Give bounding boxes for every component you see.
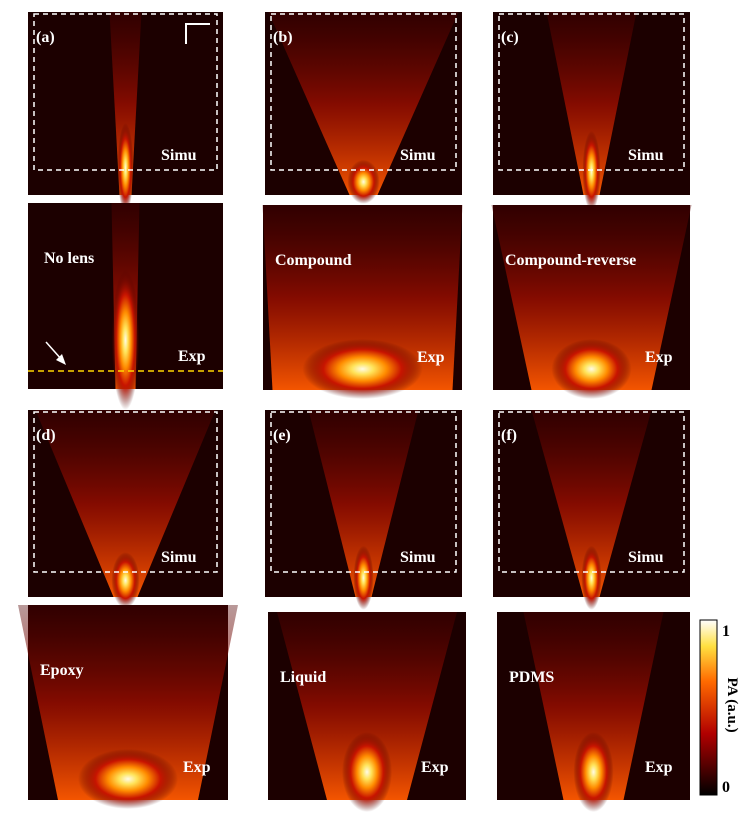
lens-name: PDMS — [509, 669, 554, 686]
hotspot — [573, 732, 614, 812]
lens-name: No lens — [44, 250, 94, 267]
dashed-box — [270, 411, 457, 573]
beam — [523, 612, 664, 800]
panel-label: (e) — [273, 427, 291, 444]
hotspot — [117, 123, 134, 213]
beam — [262, 205, 463, 390]
dashed-box — [270, 13, 457, 171]
hotspot — [347, 159, 380, 204]
dashed-box — [498, 13, 685, 171]
beam — [491, 205, 692, 390]
beam — [18, 605, 238, 800]
simu-label: Simu — [161, 549, 197, 566]
hotspot — [111, 270, 140, 410]
hotspot — [551, 339, 632, 399]
beam — [109, 12, 142, 195]
dashed-box — [33, 13, 218, 171]
hotspot — [342, 732, 392, 812]
dashed-box — [498, 411, 685, 573]
beam — [308, 410, 419, 597]
hotspot — [302, 339, 423, 399]
hotspot — [111, 552, 140, 609]
arrow-head — [56, 354, 66, 365]
lens-name: Liquid — [280, 669, 326, 686]
exp-label: Exp — [417, 349, 445, 366]
exp-label: Exp — [178, 348, 206, 365]
beam — [531, 410, 652, 597]
beam — [268, 12, 459, 195]
colorbar — [699, 619, 718, 796]
hotspot — [581, 545, 602, 610]
lens-name: Compound-reverse — [505, 252, 636, 269]
scale-bar — [185, 23, 210, 44]
beam — [35, 410, 216, 597]
beam — [546, 12, 637, 195]
panel-label: (f) — [501, 427, 517, 444]
colorbar-max: 1 — [722, 623, 730, 640]
dashed-box — [33, 411, 218, 573]
exp-label: Exp — [421, 759, 449, 776]
simu-label: Simu — [400, 147, 436, 164]
hotspot — [353, 545, 374, 610]
lens-name: Compound — [275, 252, 352, 269]
exp-label: Exp — [183, 759, 211, 776]
panel-label: (c) — [501, 29, 519, 46]
lens-name: Epoxy — [40, 662, 84, 679]
beam — [277, 612, 457, 800]
panel-label: (b) — [273, 29, 293, 46]
exp-label: Exp — [645, 349, 673, 366]
hotspot — [582, 131, 601, 211]
simu-label: Simu — [628, 147, 664, 164]
colorbar-min: 0 — [722, 779, 730, 796]
exp-label: Exp — [645, 759, 673, 776]
hotspot — [78, 749, 178, 809]
simu-label: Simu — [400, 549, 436, 566]
panel-label: (a) — [36, 29, 55, 46]
panel-label: (d) — [36, 427, 56, 444]
simu-label: Simu — [161, 147, 197, 164]
simu-label: Simu — [628, 549, 664, 566]
colorbar-label: PA (a.u.) — [724, 677, 740, 732]
